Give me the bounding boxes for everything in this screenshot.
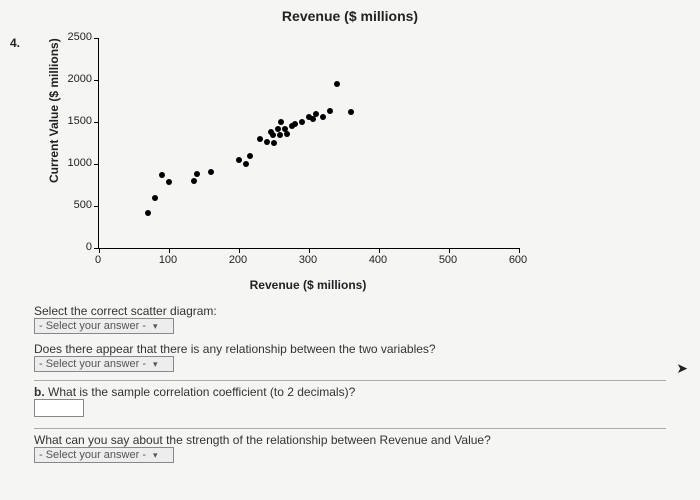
q4-prompt: What can you say about the strength of t… <box>34 433 666 447</box>
cursor-icon: ➤ <box>676 360 688 377</box>
scatter-point <box>236 157 242 163</box>
scatter-point <box>270 132 276 138</box>
divider <box>34 428 666 429</box>
question-number: 4. <box>10 28 38 50</box>
scatter-point <box>278 119 284 125</box>
scatter-point <box>275 126 281 132</box>
q1-prompt: Select the correct scatter diagram: <box>34 304 666 318</box>
q1-select-text: - Select your answer - <box>39 320 146 332</box>
chevron-down-icon: ▾ <box>153 359 158 370</box>
scatter-point <box>313 111 319 117</box>
scatter-point <box>247 153 253 159</box>
q3: b. What is the sample correlation coeffi… <box>34 385 666 420</box>
scatter-chart: Current Value ($ millions) Revenue ($ mi… <box>38 28 558 298</box>
questions-block: Select the correct scatter diagram: - Se… <box>10 304 690 463</box>
scatter-point <box>243 161 249 167</box>
scatter-point <box>271 140 277 146</box>
x-tick-label: 600 <box>503 254 533 266</box>
y-tick-label: 1000 <box>58 157 92 169</box>
chevron-down-icon: ▾ <box>153 450 158 461</box>
scatter-point <box>292 121 298 127</box>
plot-area <box>98 38 519 249</box>
y-tick-label: 1500 <box>58 115 92 127</box>
x-tick-label: 300 <box>293 254 323 266</box>
y-tick-label: 2000 <box>58 73 92 85</box>
q2: Does there appear that there is any rela… <box>34 342 666 372</box>
q2-select-text: - Select your answer - <box>39 358 146 370</box>
x-tick-label: 0 <box>83 254 113 266</box>
scatter-point <box>208 169 214 175</box>
q4: What can you say about the strength of t… <box>34 433 666 463</box>
x-tick-label: 500 <box>433 254 463 266</box>
q3-prompt: What is the sample correlation coefficie… <box>48 385 355 399</box>
q1: Select the correct scatter diagram: - Se… <box>34 304 666 334</box>
top-title: Revenue ($ millions) <box>10 0 690 28</box>
x-tick-label: 200 <box>223 254 253 266</box>
scatter-point <box>166 179 172 185</box>
q4-select[interactable]: - Select your answer - ▾ <box>34 447 174 463</box>
scatter-point <box>264 139 270 145</box>
scatter-point <box>299 119 305 125</box>
scatter-point <box>145 210 151 216</box>
q2-prompt: Does there appear that there is any rela… <box>34 342 666 356</box>
scatter-point <box>194 171 200 177</box>
x-tick-label: 100 <box>153 254 183 266</box>
scatter-point <box>257 136 263 142</box>
divider <box>34 380 666 381</box>
chevron-down-icon: ▾ <box>153 321 158 332</box>
q4-select-text: - Select your answer - <box>39 449 146 461</box>
y-tick-label: 500 <box>58 199 92 211</box>
scatter-point <box>152 195 158 201</box>
scatter-point <box>277 132 283 138</box>
scatter-point <box>334 81 340 87</box>
scatter-point <box>320 114 326 120</box>
y-tick-label: 2500 <box>58 31 92 43</box>
q3-input[interactable] <box>34 399 84 417</box>
q2-select[interactable]: - Select your answer - ▾ <box>34 356 174 372</box>
q3-label: b. <box>34 385 45 399</box>
scatter-point <box>191 178 197 184</box>
q1-select[interactable]: - Select your answer - ▾ <box>34 318 174 334</box>
x-tick-label: 400 <box>363 254 393 266</box>
x-axis-label: Revenue ($ millions) <box>98 278 518 292</box>
scatter-point <box>327 108 333 114</box>
scatter-point <box>159 172 165 178</box>
y-tick-label: 0 <box>58 241 92 253</box>
scatter-point <box>284 131 290 137</box>
chart-row: 4. Current Value ($ millions) Revenue ($… <box>10 28 690 298</box>
scatter-point <box>348 109 354 115</box>
